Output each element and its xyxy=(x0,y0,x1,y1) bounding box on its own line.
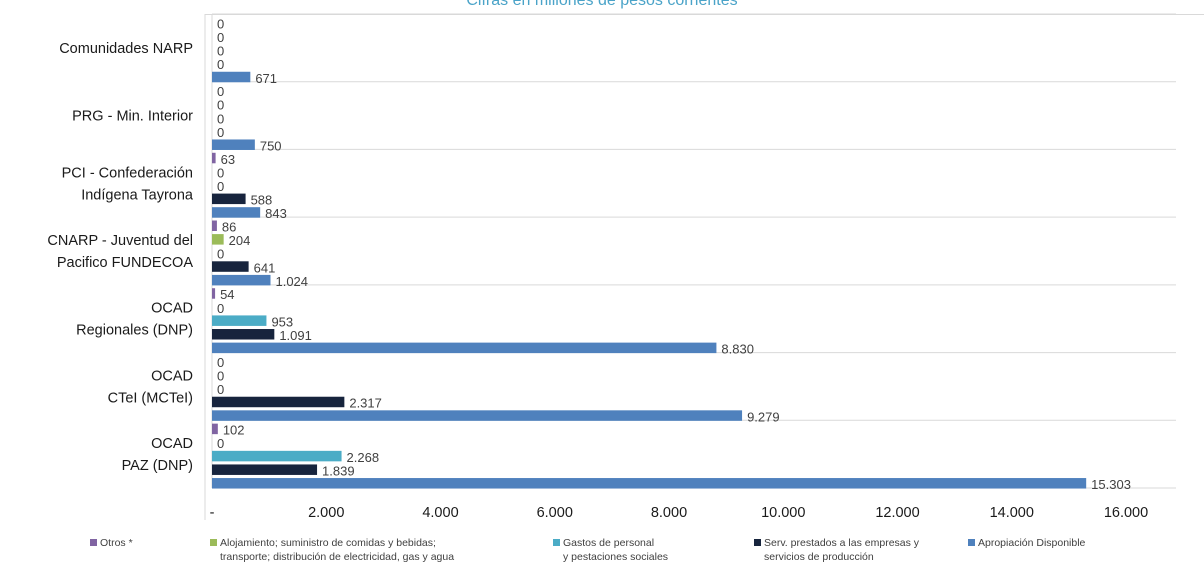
data-label: 63 xyxy=(221,152,235,167)
bar xyxy=(212,152,216,164)
bar xyxy=(212,410,743,421)
data-label: 750 xyxy=(260,138,282,153)
data-label: 15.303 xyxy=(1091,477,1131,492)
data-label: 1.091 xyxy=(279,328,312,343)
data-label: 0 xyxy=(217,84,224,99)
chart-subtitle: Cifras en millones de pesos corrientes xyxy=(466,0,738,9)
data-label: 0 xyxy=(217,44,224,59)
x-tick-label: 14.000 xyxy=(990,505,1034,521)
category-label: Indígena Tayrona xyxy=(81,187,194,203)
data-label: 0 xyxy=(217,301,224,316)
data-label: 0 xyxy=(217,98,224,113)
legend-label: Otros * xyxy=(100,537,133,549)
data-label: 641 xyxy=(254,260,276,275)
data-label: 588 xyxy=(251,193,273,208)
bar xyxy=(212,396,345,408)
category-label: PAZ (DNP) xyxy=(122,458,193,474)
bar xyxy=(212,423,218,435)
bar xyxy=(212,315,267,326)
bar xyxy=(212,193,246,205)
x-tick-label: 4.000 xyxy=(422,505,458,521)
data-label: 953 xyxy=(271,314,293,329)
data-label: 671 xyxy=(255,71,277,86)
category-label: PRG - Min. Interior xyxy=(72,109,193,125)
data-label: 2.317 xyxy=(349,396,382,411)
category-label: Comunidades NARP xyxy=(59,41,193,57)
bar xyxy=(212,478,1087,489)
bar xyxy=(212,234,224,245)
data-label: 0 xyxy=(217,111,224,126)
data-label: 9.279 xyxy=(747,409,780,424)
data-label: 0 xyxy=(217,16,224,31)
category-label: OCAD xyxy=(151,301,193,317)
bar xyxy=(212,464,318,475)
legend-swatch xyxy=(553,539,560,546)
data-label: 54 xyxy=(220,287,234,302)
legend-item: Gastos de personal y pestaciones sociale… xyxy=(553,536,668,564)
data-label: 843 xyxy=(265,206,287,221)
data-label: 1.024 xyxy=(275,274,308,289)
category-label: OCAD xyxy=(151,368,193,384)
x-tick-label: 2.000 xyxy=(308,505,344,521)
category-label: OCAD xyxy=(151,436,193,452)
data-label: 2.268 xyxy=(347,450,380,465)
data-label: 0 xyxy=(217,355,224,370)
bar xyxy=(212,261,249,272)
x-tick-label: 16.000 xyxy=(1104,505,1148,521)
bar xyxy=(212,329,275,340)
legend-label: Apropiación Disponible xyxy=(978,537,1086,549)
legend-label: Gastos de personal y pestaciones sociale… xyxy=(563,537,669,563)
category-label: CTeI (MCTeI) xyxy=(108,390,193,406)
data-label: 0 xyxy=(217,125,224,140)
data-label: 1.839 xyxy=(322,463,355,478)
data-label: 86 xyxy=(222,220,236,235)
x-tick-label: 10.000 xyxy=(761,505,805,521)
legend-item: Apropiación Disponible xyxy=(968,536,1085,550)
data-label: 8.830 xyxy=(721,342,754,357)
bar xyxy=(212,207,261,218)
legend-item: Otros * xyxy=(90,536,133,550)
legend-label: Alojamiento; suministro de comidas y beb… xyxy=(220,537,455,563)
x-tick-label: 8.000 xyxy=(651,505,687,521)
x-tick-label: - xyxy=(210,505,215,521)
legend-label: Serv. prestados a las empresas y servici… xyxy=(764,537,920,563)
bar xyxy=(212,220,217,231)
data-label: 0 xyxy=(217,179,224,194)
legend-swatch xyxy=(968,539,975,546)
data-label: 204 xyxy=(229,233,251,248)
data-label: 0 xyxy=(217,165,224,180)
category-label: PCI - Confederación xyxy=(62,165,193,181)
data-label: 0 xyxy=(217,57,224,72)
legend-item: Serv. prestados a las empresas y servici… xyxy=(754,536,919,564)
category-label: Pacifico FUNDECOA xyxy=(57,255,193,271)
bar xyxy=(212,139,255,150)
data-label: 0 xyxy=(217,369,224,384)
bar xyxy=(212,288,216,299)
legend-item: Alojamiento; suministro de comidas y beb… xyxy=(210,536,454,564)
category-label: CNARP - Juventud del xyxy=(47,233,193,249)
x-tick-label: 6.000 xyxy=(537,505,573,521)
data-label: 0 xyxy=(217,382,224,397)
bar xyxy=(212,342,717,354)
data-label: 0 xyxy=(217,30,224,45)
bar xyxy=(212,71,251,83)
data-label: 0 xyxy=(217,247,224,262)
legend-swatch xyxy=(90,539,97,546)
category-label: Regionales (DNP) xyxy=(76,323,193,339)
chart-legend: Otros * Alojamiento; suministro de comida… xyxy=(0,532,1204,572)
x-tick-label: 12.000 xyxy=(875,505,919,521)
legend-swatch xyxy=(754,539,761,546)
data-label: 0 xyxy=(217,436,224,451)
data-label: 102 xyxy=(223,423,245,438)
bar xyxy=(212,450,342,462)
bar xyxy=(212,274,271,286)
legend-swatch xyxy=(210,539,217,546)
